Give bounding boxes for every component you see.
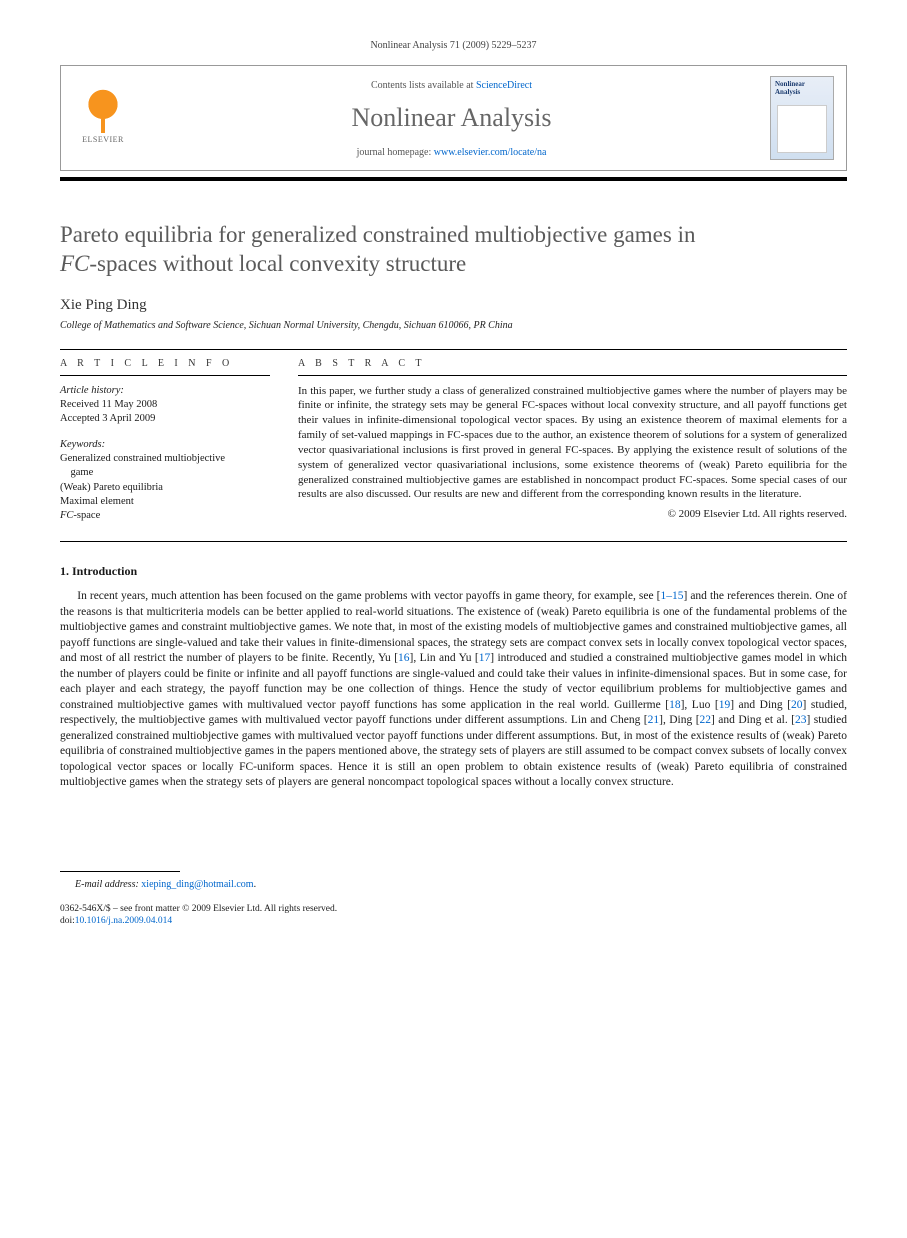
ref-19[interactable]: 19 bbox=[719, 699, 731, 711]
running-head: Nonlinear Analysis 71 (2009) 5229–5237 bbox=[60, 40, 847, 51]
title-line1: Pareto equilibria for generalized constr… bbox=[60, 222, 695, 247]
contents-available-line: Contents lists available at ScienceDirec… bbox=[133, 80, 770, 91]
ref-17[interactable]: 17 bbox=[479, 652, 491, 664]
ref-20[interactable]: 20 bbox=[791, 699, 803, 711]
history-received: Received 11 May 2008 bbox=[60, 398, 270, 412]
article-history: Article history: Received 11 May 2008 Ac… bbox=[60, 384, 270, 427]
email-footnote: E-mail address: xieping_ding@hotmail.com… bbox=[60, 878, 847, 891]
keyword-2: (Weak) Pareto equilibria bbox=[60, 481, 270, 495]
ref-21[interactable]: 21 bbox=[648, 714, 660, 726]
keyword-3: Maximal element bbox=[60, 495, 270, 509]
journal-cover-thumbnail: Nonlinear Analysis bbox=[770, 76, 834, 160]
abstract-column: A B S T R A C T In this paper, we furthe… bbox=[298, 350, 847, 536]
abstract-label: A B S T R A C T bbox=[298, 350, 847, 376]
keyword-4-rest: -space bbox=[73, 510, 100, 521]
article-info-label: A R T I C L E I N F O bbox=[60, 350, 270, 376]
history-heading: Article history: bbox=[60, 384, 270, 398]
intro-text-e: ], Luo [ bbox=[681, 699, 719, 711]
homepage-line: journal homepage: www.elsevier.com/locat… bbox=[133, 147, 770, 158]
elsevier-logo: ELSEVIER bbox=[73, 76, 133, 144]
abstract-text: In this paper, we further study a class … bbox=[298, 384, 847, 503]
intro-text-i: ] and Ding et al. [ bbox=[711, 714, 795, 726]
keyword-4-ital: FC bbox=[60, 510, 73, 521]
cover-title: Nonlinear Analysis bbox=[775, 81, 829, 96]
ref-18[interactable]: 18 bbox=[669, 699, 681, 711]
cover-body bbox=[777, 105, 827, 153]
intro-text-f: ] and Ding [ bbox=[730, 699, 791, 711]
sciencedirect-link[interactable]: ScienceDirect bbox=[476, 80, 532, 91]
contents-prefix: Contents lists available at bbox=[371, 80, 476, 91]
keyword-1b: game bbox=[60, 466, 270, 480]
author-email-link[interactable]: xieping_ding@hotmail.com bbox=[141, 879, 253, 890]
homepage-link[interactable]: www.elsevier.com/locate/na bbox=[434, 147, 547, 158]
intro-paragraph: In recent years, much attention has been… bbox=[60, 589, 847, 791]
intro-text-c: ], Lin and Yu [ bbox=[410, 652, 479, 664]
keywords-heading: Keywords: bbox=[60, 438, 270, 452]
history-accepted: Accepted 3 April 2009 bbox=[60, 412, 270, 426]
ref-23[interactable]: 23 bbox=[795, 714, 807, 726]
rule-below-abstract bbox=[60, 541, 847, 542]
doi-line: doi:10.1016/j.na.2009.04.014 bbox=[60, 915, 847, 927]
footnote-rule bbox=[60, 871, 180, 872]
header-black-bar bbox=[60, 177, 847, 181]
email-label: E-mail address: bbox=[75, 879, 141, 890]
homepage-prefix: journal homepage: bbox=[357, 147, 434, 158]
front-matter-line: 0362-546X/$ – see front matter © 2009 El… bbox=[60, 903, 847, 915]
doi-label: doi: bbox=[60, 916, 75, 926]
author-affiliation: College of Mathematics and Software Scie… bbox=[60, 320, 847, 331]
intro-text-a: In recent years, much attention has been… bbox=[77, 590, 660, 602]
article-title: Pareto equilibria for generalized constr… bbox=[60, 221, 847, 279]
journal-name: Nonlinear Analysis bbox=[133, 103, 770, 133]
elsevier-tree-icon bbox=[81, 89, 125, 133]
ref-1-15[interactable]: 1–15 bbox=[660, 590, 683, 602]
intro-text-h: ], Ding [ bbox=[659, 714, 699, 726]
author-name: Xie Ping Ding bbox=[60, 297, 847, 314]
journal-header-box: ELSEVIER Contents lists available at Sci… bbox=[60, 65, 847, 171]
copyright-line: © 2009 Elsevier Ltd. All rights reserved… bbox=[298, 508, 847, 520]
doi-link[interactable]: 10.1016/j.na.2009.04.014 bbox=[75, 916, 172, 926]
publisher-name: ELSEVIER bbox=[82, 135, 124, 144]
keywords-block: Keywords: Generalized constrained multio… bbox=[60, 438, 270, 523]
title-fc-italic: FC bbox=[60, 251, 89, 276]
ref-16[interactable]: 16 bbox=[398, 652, 410, 664]
keyword-1: Generalized constrained multiobjective bbox=[60, 452, 270, 466]
section-1-heading: 1. Introduction bbox=[60, 564, 847, 579]
email-period: . bbox=[254, 879, 257, 890]
footer-block: 0362-546X/$ – see front matter © 2009 El… bbox=[60, 903, 847, 928]
keyword-4: FC-space bbox=[60, 509, 270, 523]
title-line2-rest: -spaces without local convexity structur… bbox=[89, 251, 466, 276]
ref-22[interactable]: 22 bbox=[700, 714, 712, 726]
article-info-column: A R T I C L E I N F O Article history: R… bbox=[60, 350, 270, 536]
